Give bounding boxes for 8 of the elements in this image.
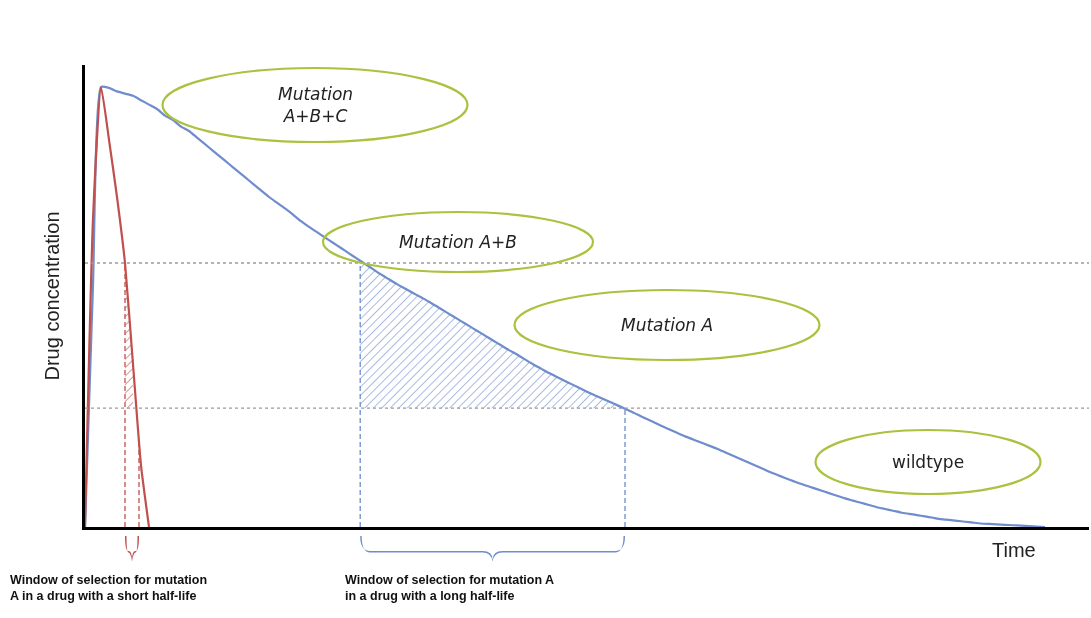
annotation: Mutation A — [621, 315, 714, 335]
annotation: Mutation A+B+C — [278, 84, 354, 127]
text: Window of selection for mutation A in a drug with a long half-life — [345, 573, 555, 604]
annotation: wildtype — [892, 452, 965, 472]
text: Window of selection for mutation A in a drug with a short half-life — [10, 573, 208, 604]
annotation: Mutation A+B — [399, 232, 518, 252]
y-axis-title: Drug concentration — [40, 211, 63, 381]
x-axis-title: Time — [992, 539, 1036, 561]
